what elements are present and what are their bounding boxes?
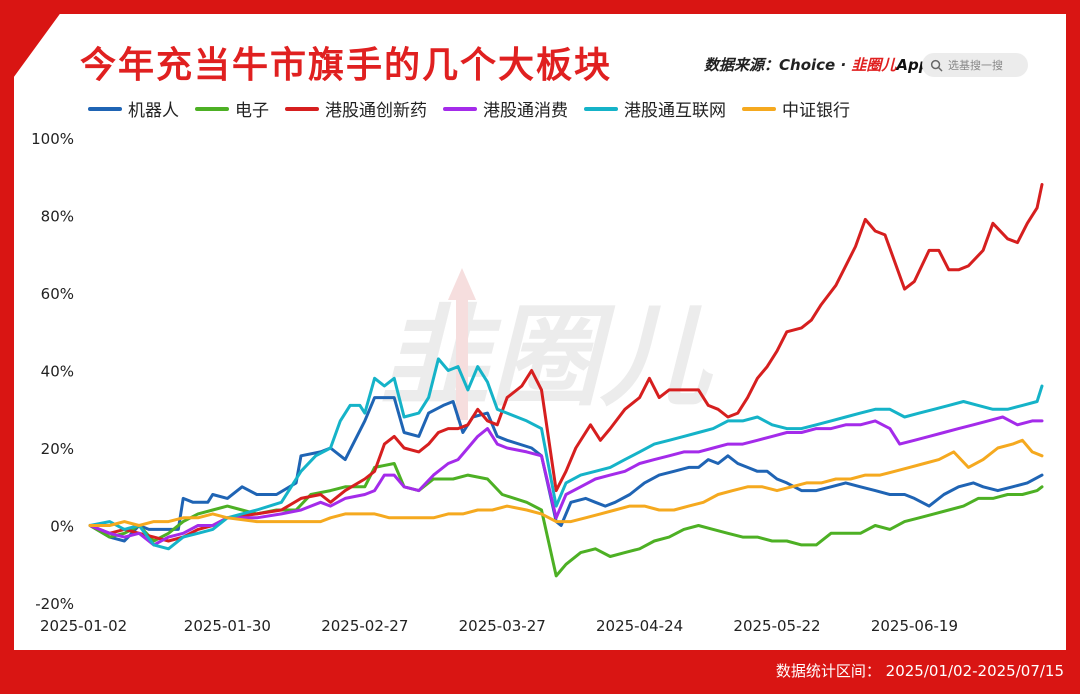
y-tick-label: -20% [35,595,74,613]
x-tick-label: 2025-03-27 [459,617,546,635]
chart-title: 今年充当牛市旗手的几个大板块 [80,45,613,86]
legend-item: 港股通消费 [443,96,568,121]
y-tick-label: 20% [41,440,74,458]
watermark-logo: 韭圈儿 [380,293,714,421]
y-tick-label: 0% [50,518,74,536]
x-tick-label: 2025-01-02 [40,617,127,635]
y-tick-label: 40% [41,363,74,381]
source-brand: 韭圈儿 [851,56,897,74]
corner-decoration [0,0,70,96]
legend-swatch [195,106,229,111]
data-source: 数据来源：Choice · 韭圈儿App [704,54,929,75]
series-line-6 [88,438,1044,527]
source-prefix: 数据来源： [704,56,780,74]
x-tick-label: 2025-06-19 [871,617,958,635]
legend-item: 港股通创新药 [285,96,427,121]
legend-item: 机器人 [88,96,179,121]
series-line-3 [88,183,1044,543]
legend-label: 中证银行 [782,101,850,121]
x-tick-label: 2025-01-30 [184,617,271,635]
chart-legend: 机器人 电子 港股通创新药 港股通消费 港股通互联网 中证银行 [88,96,866,121]
x-tick-label: 2025-05-22 [733,617,820,635]
source-dot: · [835,56,852,74]
source-app: App [896,56,930,74]
search-icon [930,59,943,71]
x-tick-label: 2025-04-24 [596,617,683,635]
search-box[interactable]: 选基搜一搜 [922,53,1028,77]
legend-swatch [88,106,122,111]
y-tick-label: 60% [41,285,74,303]
source-choice: Choice [779,56,836,74]
legend-item: 港股通互联网 [584,96,726,121]
series-line-5 [88,357,1044,551]
legend-swatch [742,106,776,111]
legend-label: 电子 [235,101,269,121]
legend-label: 机器人 [128,101,179,121]
x-tick-label: 2025-02-27 [321,617,408,635]
legend-label: 港股通消费 [483,101,568,121]
search-placeholder: 选基搜一搜 [948,59,1003,72]
chart-card [14,14,1066,650]
series-line-4 [88,415,1044,547]
series-line-1 [88,396,1044,543]
legend-item: 电子 [195,96,269,121]
legend-swatch [285,106,319,111]
y-tick-label: 80% [41,208,74,226]
legend-swatch [443,106,477,111]
legend-swatch [584,106,618,111]
y-tick-label: 100% [31,130,74,148]
legend-item: 中证银行 [742,96,850,121]
legend-label: 港股通互联网 [624,101,726,121]
watermark-arrow-icon [448,268,476,420]
legend-label: 港股通创新药 [325,101,427,121]
date-range-footer: 数据统计区间： 2025/01/02-2025/07/15 [775,662,1064,680]
